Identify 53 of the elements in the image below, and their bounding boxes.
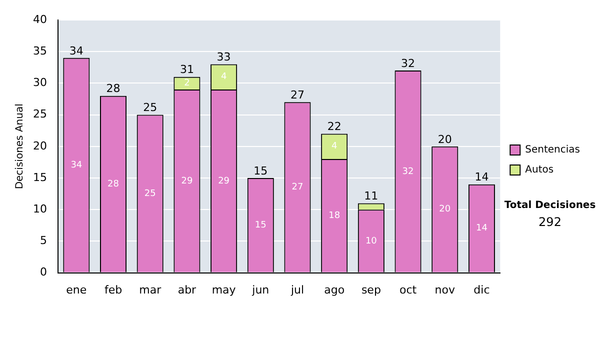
data-label: 25 [144,188,156,199]
total-label: 33 [216,50,231,64]
data-label: 20 [439,204,451,215]
y-tick-label: 35 [32,44,47,58]
data-label: 32 [402,166,414,177]
text: 292 [538,215,562,229]
y-tick-label: 0 [40,266,47,279]
total-label: 20 [438,132,452,146]
text: Total Decisiones [503,200,597,211]
total-label: 34 [69,44,84,58]
data-label: 29 [218,176,230,186]
data-label: 14 [476,224,488,234]
total-label: 22 [327,120,342,134]
total-label: 15 [254,164,268,178]
data-label: 27 [292,182,304,193]
total-label: 28 [106,82,120,96]
x-tick-label: ago [324,283,345,296]
data-label: 29 [181,176,193,186]
data-label: 4 [331,142,338,152]
y-axis-title: Decisiones Anual [14,104,26,190]
total-label: 32 [401,56,416,70]
data-label: 28 [108,179,120,190]
x-tick-label: ene [66,283,87,296]
data-label: 15 [254,220,266,230]
data-label: 2 [184,78,190,89]
y-tick-label: 20 [32,139,47,152]
x-tick-label: sep [361,283,381,296]
x-tick-label: oct [399,283,418,296]
legend-label: Autos [525,164,554,176]
x-tick-label: dic [474,283,490,296]
x-tick-label: feb [104,283,122,296]
y-tick-label: 40 [32,12,47,26]
x-tick-label: may [212,283,236,296]
data-label: 10 [365,236,378,246]
y-tick-label: 30 [32,76,47,90]
y-tick-label: 25 [32,108,47,121]
y-tick-label: 15 [32,170,47,184]
data-label: 18 [328,211,340,222]
data-label: 4 [220,72,227,82]
total-label: 25 [143,101,158,114]
x-tick-label: jun [251,283,270,296]
x-tick-label: abr [178,283,197,296]
x-tick-label: jul [290,283,304,296]
total-label: 14 [474,170,489,184]
total-label: 11 [364,190,378,203]
total-label: 31 [180,63,194,76]
legend-label: Sentencias [525,144,580,156]
x-tick-label: mar [139,283,162,296]
total-label: 27 [290,88,304,102]
x-tick-label: nov [434,283,456,296]
data-label: 34 [70,160,82,170]
y-tick-label: 5 [40,234,47,248]
y-tick-label: 10 [32,202,47,216]
